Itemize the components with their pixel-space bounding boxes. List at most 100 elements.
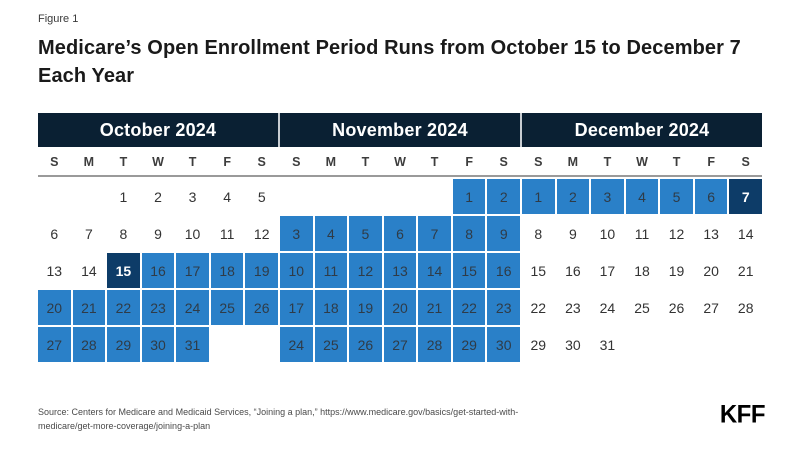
weekday-label: S [50,154,59,169]
calendar-day: 6 [383,216,417,251]
calendar-day: 24 [176,290,209,325]
calendar-day: 17 [280,290,313,325]
calendar-day: 22 [452,290,486,325]
calendar-day: 1 [522,179,555,214]
calendar-day: 24 [280,327,313,362]
calendar-day: 11 [219,225,235,242]
calendar-day: 27 [703,299,719,316]
calendar-day: 11 [314,253,348,288]
source-line-2: medicare/get-more-coverage/joining-a-pla… [38,420,211,431]
calendar-day: 9 [568,225,577,242]
month-header-november: November 2024 [278,113,520,147]
calendar-day: 30 [487,327,520,362]
calendar-day: 5 [660,179,693,214]
calendar-day: 18 [314,290,348,325]
kff-logo: KFF [719,400,766,429]
weekday-label: F [223,154,231,169]
calendar-day: 10 [280,253,313,288]
calendar-day: 10 [599,225,616,242]
calendar-day: 19 [668,262,685,279]
calendar-day: 29 [530,336,547,353]
calendar-day: 8 [534,225,543,242]
calendar-day: 13 [703,225,719,242]
calendar-day: 15 [107,253,140,288]
figure-label: Figure 1 [38,13,79,25]
calendar-day: 27 [383,327,417,362]
weekday-label: S [257,154,266,169]
calendar-day: 21 [418,290,451,325]
calendar-day: 28 [737,299,754,316]
calendar: October 2024 November 2024 December 2024… [38,113,762,362]
calendar-day: 11 [634,225,650,242]
weekday-label: F [707,154,715,169]
calendar-day: 4 [223,188,232,205]
calendar-day: 18 [210,253,244,288]
calendar-day: 16 [565,262,581,279]
calendar-day: 10 [184,225,201,242]
calendar-day: 2 [487,179,520,214]
calendar-day: 1 [452,179,486,214]
calendar-cell-empty [729,327,762,362]
calendar-grid: 1 2 3 4 5 1 2 1 2 3 4 5 6 7 6 7 8 9 10 11 12 3 4 5 6 7 8 9 8 9 10 11 12 1… [38,179,762,362]
calendar-day: 22 [107,290,140,325]
calendar-day: 7 [418,216,451,251]
calendar-day: 3 [591,179,624,214]
weekday-label: W [636,154,648,169]
calendar-day: 2 [154,188,162,205]
calendar-day: 15 [452,253,486,288]
calendar-day: 31 [599,336,616,353]
weekday-label: T [603,154,612,169]
weekday-label: S [741,154,750,169]
calendar-day: 21 [737,262,754,279]
calendar-cell-empty [211,327,244,362]
weekday-label: S [292,154,301,169]
calendar-cell-empty [73,179,106,214]
weekday-label: W [394,154,406,169]
weekday-label: S [534,154,543,169]
calendar-cell-empty [38,179,71,214]
calendar-day: 14 [737,225,754,242]
calendar-cell-empty [280,179,313,214]
calendar-day: 27 [38,327,71,362]
calendar-day: 6 [694,179,728,214]
calendar-day: 19 [245,253,278,288]
calendar-day: 5 [349,216,382,251]
weekday-label: W [152,154,164,169]
calendar-day: 13 [46,262,63,279]
calendar-day: 14 [418,253,451,288]
calendar-day: 5 [257,188,266,205]
month-header-october: October 2024 [38,113,278,147]
calendar-day: 21 [72,290,106,325]
calendar-day: 12 [253,225,270,242]
calendar-day: 4 [314,216,348,251]
calendar-day: 26 [245,290,278,325]
calendar-day: 25 [314,327,348,362]
calendar-cell-empty [349,179,382,214]
calendar-day: 31 [176,327,209,362]
weekday-label: T [188,154,197,169]
page-title: Medicare’s Open Enrollment Period Runs f… [38,37,741,87]
calendar-day: 23 [141,290,175,325]
calendar-day: 19 [349,290,382,325]
calendar-day: 30 [141,327,175,362]
calendar-day: 6 [50,225,59,242]
calendar-day: 25 [634,299,650,316]
calendar-cell-empty [660,327,693,362]
calendar-day: 15 [530,262,547,279]
calendar-cell-empty [418,179,451,214]
weekday-label: M [325,154,337,169]
calendar-day: 28 [72,327,106,362]
calendar-cell-empty [384,179,417,214]
calendar-day: 22 [530,299,547,316]
divider-rule [38,175,762,177]
month-header-row: October 2024 November 2024 December 2024 [38,113,762,147]
calendar-day: 8 [452,216,486,251]
calendar-day: 13 [383,253,417,288]
weekday-label: T [361,154,370,169]
calendar-day: 17 [176,253,209,288]
calendar-day: 4 [625,179,659,214]
source-line-1: Source: Centers for Medicare and Medicai… [38,407,519,417]
calendar-day: 8 [119,225,128,242]
calendar-day: 20 [383,290,417,325]
